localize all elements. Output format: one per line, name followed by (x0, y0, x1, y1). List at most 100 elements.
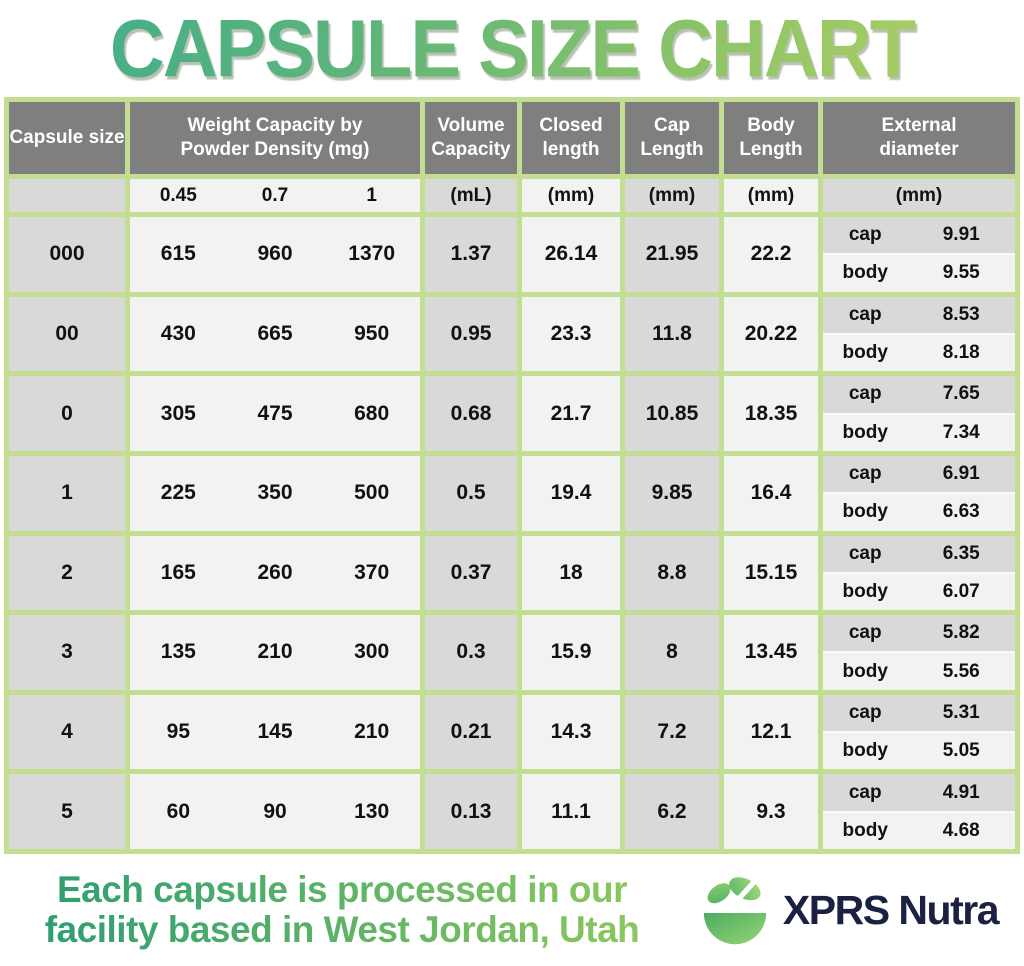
cap-diameter-label: cap (848, 224, 882, 246)
body-diameter-label: body (842, 262, 888, 284)
weight-density-07-value: 475 (257, 401, 293, 425)
external-diameter-cap-row: cap 8.53 (823, 296, 1015, 335)
brand-name: XPRS Nutra (782, 886, 1000, 933)
weight-density-045-value: 135 (160, 640, 196, 664)
body-diameter-label: body (842, 819, 888, 841)
external-diameter-body-row: body 4.68 (823, 812, 1015, 849)
external-diameter-body-row: body 6.63 (823, 494, 1015, 531)
cap-length-cell: 8.8 (625, 535, 719, 611)
external-diameter-body-row: body 6.07 (823, 573, 1015, 611)
weight-density-1-value: 500 (354, 481, 390, 505)
weight-density-045-value: 60 (166, 799, 190, 823)
weight-density-045-value: 615 (160, 242, 196, 266)
body-diameter-label: body (842, 740, 888, 762)
weight-density-045-value: 305 (160, 401, 196, 425)
footer-tagline-line2: facility based in West Jordan, Utah (18, 910, 666, 950)
body-diameter-label: body (842, 501, 888, 523)
external-diameter-cell: cap 7.65 body 7.34 (823, 376, 1015, 451)
body-diameter-value: 6.63 (942, 501, 980, 523)
brand-logo: XPRS Nutra (666, 870, 1000, 950)
weight-density-1-value: 680 (354, 401, 390, 425)
external-diameter-body-row: body 7.34 (823, 414, 1015, 451)
cap-diameter-label: cap (848, 781, 882, 803)
weight-capacity-cell: 615 960 1370 (130, 217, 420, 292)
cap-diameter-value: 8.53 (942, 303, 980, 325)
weight-density-1-value: 210 (354, 720, 390, 744)
external-diameter-cell: cap 5.82 body 5.56 (823, 615, 1015, 690)
closed-length-cell: 21.7 (522, 376, 620, 451)
body-diameter-value: 6.07 (942, 580, 980, 602)
closed-length-cell: 11.1 (522, 774, 620, 849)
units-closed-length: (mm) (522, 179, 620, 212)
cap-diameter-value: 9.91 (942, 224, 980, 246)
body-length-cell: 13.45 (724, 615, 818, 690)
header-external-diameter: External diameter (823, 102, 1015, 174)
body-diameter-value: 8.18 (942, 342, 980, 364)
units-body-length: (mm) (724, 179, 818, 212)
closed-length-cell: 19.4 (522, 455, 620, 531)
mortar-leaves-icon (703, 877, 767, 945)
body-diameter-value: 4.68 (942, 819, 980, 841)
cap-diameter-value: 5.82 (942, 622, 980, 644)
weight-density-045-value: 95 (166, 720, 190, 744)
page-title: CAPSULE SIZE CHART (0, 2, 1024, 97)
capsule-size-cell: 000 (9, 217, 125, 292)
footer-tagline: Each capsule is processed in our facilit… (18, 870, 666, 950)
header-cap-length: Cap Length (625, 102, 719, 174)
cap-length-cell: 21.95 (625, 217, 719, 292)
units-volume: (mL) (425, 179, 517, 212)
density-045-label: 0.45 (159, 184, 197, 206)
header-closed-length: Closed length (522, 102, 620, 174)
cap-length-cell: 7.2 (625, 694, 719, 770)
header-capsule-size-label: Capsule size (9, 127, 125, 148)
cap-diameter-label: cap (848, 383, 882, 405)
body-length-cell: 20.22 (724, 296, 818, 372)
closed-length-cell: 23.3 (522, 296, 620, 372)
weight-density-07-value: 665 (257, 321, 293, 345)
footer-tagline-line1: Each capsule is processed in our (18, 870, 666, 910)
body-diameter-value: 7.34 (942, 421, 980, 443)
weight-density-1-value: 130 (354, 799, 390, 823)
capsule-size-table: Capsule size Weight Capacity by Powder D… (4, 97, 1020, 854)
body-length-cell: 15.15 (724, 535, 818, 611)
weight-density-07-value: 145 (257, 720, 293, 744)
header-body-length: Body Length (724, 102, 818, 174)
cap-diameter-value: 5.31 (942, 701, 980, 723)
body-diameter-value: 5.05 (942, 740, 980, 762)
external-diameter-cap-row: cap 6.35 (823, 535, 1015, 574)
capsule-size-cell: 00 (9, 296, 125, 372)
density-07-label: 0.7 (261, 184, 289, 206)
body-diameter-value: 5.56 (942, 660, 980, 682)
units-cap-length: (mm) (625, 179, 719, 212)
external-diameter-cell: cap 8.53 body 8.18 (823, 296, 1015, 372)
body-length-cell: 18.35 (724, 376, 818, 451)
weight-density-045-value: 165 (160, 560, 196, 584)
weight-density-045-value: 430 (160, 321, 196, 345)
closed-length-cell: 26.14 (522, 217, 620, 292)
cap-diameter-value: 4.91 (942, 781, 980, 803)
body-length-cell: 16.4 (724, 455, 818, 531)
external-diameter-cap-row: cap 6.91 (823, 455, 1015, 495)
cap-length-cell: 6.2 (625, 774, 719, 849)
capsule-size-cell: 2 (9, 535, 125, 611)
cap-length-cell: 8 (625, 615, 719, 690)
weight-density-07-value: 260 (257, 560, 293, 584)
external-diameter-body-row: body 5.05 (823, 733, 1015, 770)
external-diameter-body-row: body 9.55 (823, 255, 1015, 292)
cap-diameter-value: 7.65 (942, 383, 980, 405)
external-diameter-cell: cap 4.91 body 4.68 (823, 774, 1015, 849)
volume-capacity-cell: 0.68 (425, 376, 517, 451)
capsule-size-cell: 0 (9, 376, 125, 451)
external-diameter-cell: cap 6.35 body 6.07 (823, 535, 1015, 611)
closed-length-cell: 15.9 (522, 615, 620, 690)
header-weight-capacity: Weight Capacity by Powder Density (mg) (130, 102, 420, 174)
body-diameter-value: 9.55 (942, 262, 980, 284)
external-diameter-cell: cap 5.31 body 5.05 (823, 694, 1015, 770)
volume-capacity-cell: 0.13 (425, 774, 517, 849)
weight-density-1-value: 1370 (348, 242, 396, 266)
cap-diameter-label: cap (848, 542, 882, 564)
volume-capacity-cell: 0.95 (425, 296, 517, 372)
cap-diameter-value: 6.91 (942, 463, 980, 485)
closed-length-cell: 18 (522, 535, 620, 611)
